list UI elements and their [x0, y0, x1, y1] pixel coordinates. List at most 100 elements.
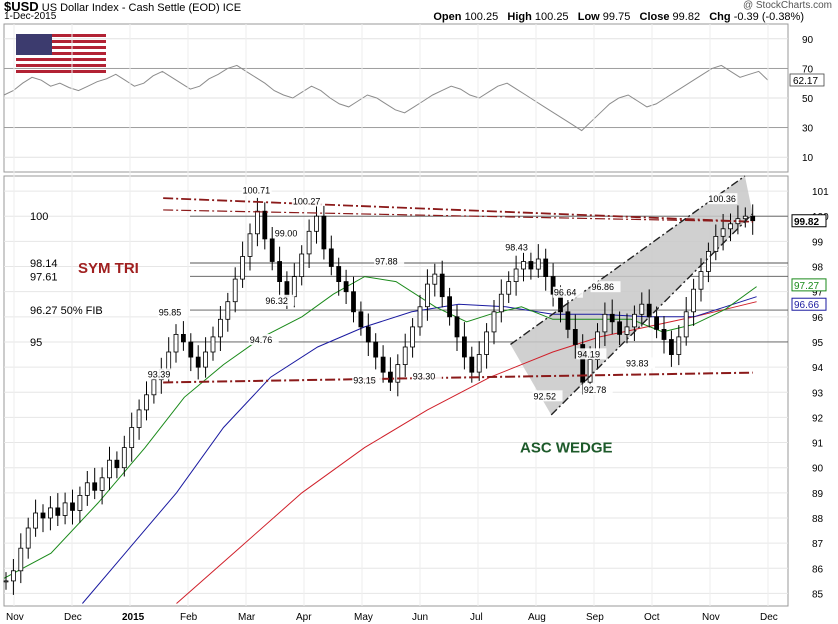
price-candle [321, 215, 327, 250]
price-label: 100.71 [243, 185, 271, 195]
rsi-tick-label: 70 [802, 64, 814, 75]
price-candle [203, 351, 209, 368]
price-candle [506, 281, 512, 295]
price-candle [166, 351, 172, 371]
open-value: 100.25 [464, 11, 499, 23]
price-candle [77, 494, 83, 511]
price-label-bg [532, 390, 563, 402]
price-candle [10, 570, 16, 582]
price-candle [469, 356, 475, 373]
price-candle [654, 316, 659, 330]
price-candle [476, 354, 482, 373]
price-label: 98.43 [505, 243, 528, 253]
price-candle [210, 336, 216, 353]
level-label: 100 [30, 211, 48, 223]
price-candle [602, 313, 608, 333]
price-tick-label: 96 [812, 313, 824, 324]
price-candle [698, 271, 704, 290]
price-tick-label: 89 [812, 489, 824, 500]
price-candle [410, 326, 416, 348]
price-label: 94.19 [577, 349, 600, 359]
price-candle [683, 311, 689, 338]
price-candle [669, 339, 674, 356]
price-candle [380, 356, 386, 373]
rsi-tick-label: 90 [802, 35, 814, 46]
ma-blue-line [82, 296, 757, 604]
price-tick-label: 86 [812, 564, 824, 575]
month-label: Oct [644, 612, 660, 623]
price-candle [99, 477, 105, 491]
price-candle [432, 273, 438, 285]
price-tick-label: 98 [812, 263, 824, 274]
price-label-bg [264, 294, 295, 306]
price-candle [713, 235, 719, 252]
price-candle [565, 311, 571, 330]
close-label: Close [639, 11, 670, 23]
price-candle [609, 313, 615, 323]
annotation-asc-wedge: ASC WEDGE [520, 440, 613, 457]
flag-stripe [16, 34, 106, 37]
price-candle [84, 482, 90, 496]
price-candle [587, 359, 593, 383]
rsi-value-label: 62.17 [793, 76, 818, 87]
price-panel: 85 86 87 88 89 90 91 92 93 94 95 96 97 98 99 100 101 Nov D… [3, 24, 829, 623]
price-tick-label: 87 [812, 539, 824, 550]
price-candle [691, 288, 696, 313]
price-candle [572, 328, 578, 345]
exchange: ICE [222, 2, 242, 14]
price-candle [144, 394, 149, 411]
price-candle [639, 303, 645, 315]
price-candle [513, 268, 519, 283]
price-candle [387, 371, 393, 383]
price-candle [254, 210, 260, 235]
month-label: May [354, 612, 373, 623]
price-candle [365, 326, 371, 343]
flag-stripe [16, 40, 106, 43]
price-candle [291, 276, 297, 298]
price-tick-label: 92 [812, 413, 824, 424]
price-candle [62, 502, 68, 516]
month-label: Feb [180, 612, 198, 623]
value-tag [791, 278, 827, 292]
ohlc-readout: Open 100.25 High 100.25 Low 99.75 Close … [433, 11, 804, 23]
price-candle [498, 293, 504, 313]
price-candle [314, 215, 319, 232]
price-label: 92.52 [534, 391, 557, 401]
price-tick-label: 101 [812, 187, 829, 198]
price-label-bg [146, 368, 177, 380]
wedge-upper-line [510, 175, 746, 346]
price-label: 96.86 [592, 282, 615, 292]
sym-tri-upper2-line [163, 209, 753, 223]
value-tag [791, 297, 827, 311]
price-candle [33, 512, 38, 529]
price-candle [48, 507, 53, 519]
price-candle [373, 341, 379, 358]
price-label-bg [291, 195, 322, 207]
price-candle [299, 253, 305, 278]
price-candle [632, 313, 637, 328]
price-candle [580, 344, 586, 383]
price-label-bg [352, 374, 383, 386]
price-candle [18, 547, 24, 572]
price-candle [277, 261, 283, 283]
month-label: Nov [6, 612, 24, 623]
price-label-bg [707, 193, 738, 205]
price-candle [461, 336, 467, 358]
price-candle [262, 210, 268, 240]
price-candle [225, 301, 231, 320]
price-tick-label: 94 [812, 363, 824, 374]
price-candle [358, 311, 364, 328]
level-label: 96.27 50% FIB [30, 305, 103, 317]
rsi-value-tag [789, 73, 825, 87]
price-label: 95.85 [159, 308, 182, 318]
price-candle [40, 512, 46, 519]
high-value: 100.25 [534, 11, 569, 23]
price-candle [676, 336, 682, 355]
price-candle [3, 580, 9, 583]
level-label: 97.61 [30, 271, 58, 283]
price-label-bg [374, 255, 405, 267]
price-label: 93.39 [148, 369, 171, 379]
price-label-bg [248, 334, 279, 345]
low-value: 99.75 [602, 11, 631, 23]
